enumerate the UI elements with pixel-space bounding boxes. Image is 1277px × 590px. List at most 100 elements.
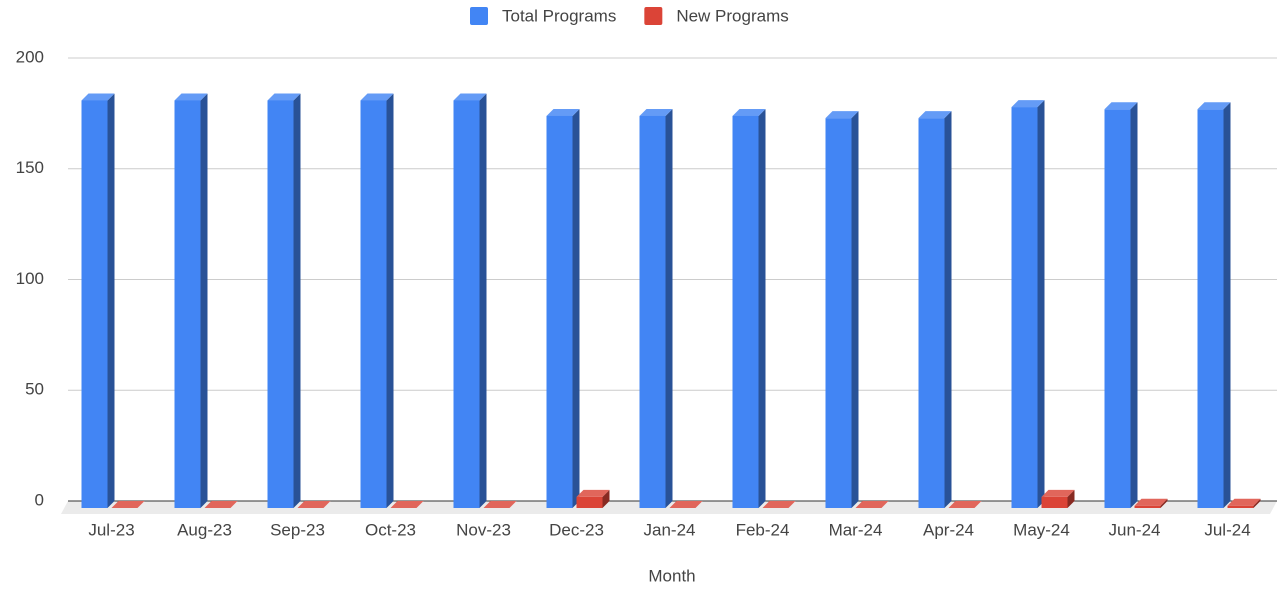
x-tick-label: Nov-23 bbox=[456, 520, 511, 539]
bar-front bbox=[576, 496, 603, 508]
bar-front bbox=[453, 100, 480, 508]
bar bbox=[267, 93, 301, 508]
bar bbox=[390, 501, 424, 508]
bar-side bbox=[665, 108, 673, 508]
bar-top bbox=[453, 93, 487, 101]
bar bbox=[576, 489, 610, 508]
bar-side bbox=[944, 111, 952, 508]
legend-swatch bbox=[644, 7, 663, 25]
bar-front bbox=[174, 100, 201, 508]
bar bbox=[360, 93, 394, 508]
bar-top bbox=[267, 93, 301, 101]
bar-top bbox=[1011, 100, 1045, 108]
bar-side bbox=[293, 93, 301, 508]
bar-top bbox=[111, 501, 145, 508]
bar-top bbox=[1227, 498, 1261, 506]
bar-top bbox=[576, 489, 610, 497]
bar-top bbox=[639, 108, 673, 116]
y-tick-label: 100 bbox=[16, 269, 44, 288]
y-tick-label: 0 bbox=[35, 490, 44, 509]
bar-side bbox=[107, 93, 115, 508]
bar-top bbox=[81, 93, 115, 101]
legend-label: Total Programs bbox=[502, 6, 616, 25]
x-tick-label: Mar-24 bbox=[829, 520, 883, 539]
bar-front bbox=[639, 115, 666, 508]
bar-top bbox=[1197, 102, 1231, 110]
bar bbox=[483, 501, 517, 508]
bar-front bbox=[1197, 109, 1224, 509]
bar bbox=[669, 501, 703, 508]
bar-front bbox=[732, 115, 759, 508]
x-tick-label: Oct-23 bbox=[365, 520, 416, 539]
bar bbox=[111, 501, 145, 508]
legend: Total Programs New Programs bbox=[470, 6, 789, 25]
bar-front bbox=[918, 118, 945, 508]
y-tick-label: 150 bbox=[16, 158, 44, 177]
bar-top bbox=[390, 501, 424, 508]
bar bbox=[762, 501, 796, 508]
bar-side bbox=[758, 108, 766, 508]
bar bbox=[1011, 100, 1045, 509]
bar-side bbox=[1160, 498, 1168, 508]
x-axis-title: Month bbox=[648, 566, 695, 585]
bar bbox=[453, 93, 487, 508]
bar bbox=[1104, 102, 1138, 509]
x-tick-label: Jul-24 bbox=[1204, 520, 1250, 539]
bar-top bbox=[855, 501, 889, 508]
bar-front bbox=[360, 100, 387, 508]
bar bbox=[825, 111, 859, 508]
bar-top bbox=[297, 501, 331, 508]
bar bbox=[297, 501, 331, 508]
bar-front bbox=[1104, 109, 1131, 509]
bar-top bbox=[204, 501, 238, 508]
bar-side bbox=[602, 489, 610, 508]
y-tick-label: 200 bbox=[16, 47, 44, 66]
bar-front bbox=[81, 100, 108, 508]
bar-top bbox=[948, 501, 982, 508]
bar-front bbox=[267, 100, 294, 508]
bar-side bbox=[200, 93, 208, 508]
bar-front bbox=[546, 115, 573, 508]
x-tick-label: Sep-23 bbox=[270, 520, 325, 539]
bar-top bbox=[1041, 489, 1075, 497]
bar-side bbox=[1037, 100, 1045, 509]
bar bbox=[732, 108, 766, 508]
bar bbox=[1227, 498, 1261, 508]
bar-front bbox=[825, 118, 852, 508]
x-tick-label: Jul-23 bbox=[88, 520, 134, 539]
x-tick-label: Feb-24 bbox=[736, 520, 790, 539]
bar-side bbox=[386, 93, 394, 508]
bar bbox=[1134, 498, 1168, 508]
bar-front bbox=[1011, 107, 1038, 509]
bar-side bbox=[1253, 498, 1261, 508]
bar bbox=[81, 93, 115, 508]
bar-side bbox=[1130, 102, 1138, 509]
bar-top bbox=[483, 501, 517, 508]
x-tick-label: Jun-24 bbox=[1109, 520, 1161, 539]
bar bbox=[204, 501, 238, 508]
bar-top bbox=[360, 93, 394, 101]
bar-side bbox=[851, 111, 859, 508]
bar-front bbox=[1134, 505, 1161, 508]
bar bbox=[546, 108, 580, 508]
bar bbox=[918, 111, 952, 508]
bar bbox=[639, 108, 673, 508]
x-tick-label: Aug-23 bbox=[177, 520, 232, 539]
bar-top bbox=[732, 108, 766, 116]
x-tick-label: May-24 bbox=[1013, 520, 1070, 539]
bar-top bbox=[825, 111, 859, 119]
bar-top bbox=[762, 501, 796, 508]
bar-front bbox=[1041, 496, 1068, 508]
bar-top bbox=[1104, 102, 1138, 110]
bar-front bbox=[1227, 505, 1254, 508]
bar-top bbox=[174, 93, 208, 101]
x-tick-label: Jan-24 bbox=[644, 520, 696, 539]
legend-swatch bbox=[470, 7, 488, 25]
bar bbox=[174, 93, 208, 508]
bar-side bbox=[1223, 102, 1231, 509]
x-tick-label: Dec-23 bbox=[549, 520, 604, 539]
bar-top bbox=[669, 501, 703, 508]
bar-side bbox=[479, 93, 487, 508]
bar-top bbox=[1134, 498, 1168, 506]
